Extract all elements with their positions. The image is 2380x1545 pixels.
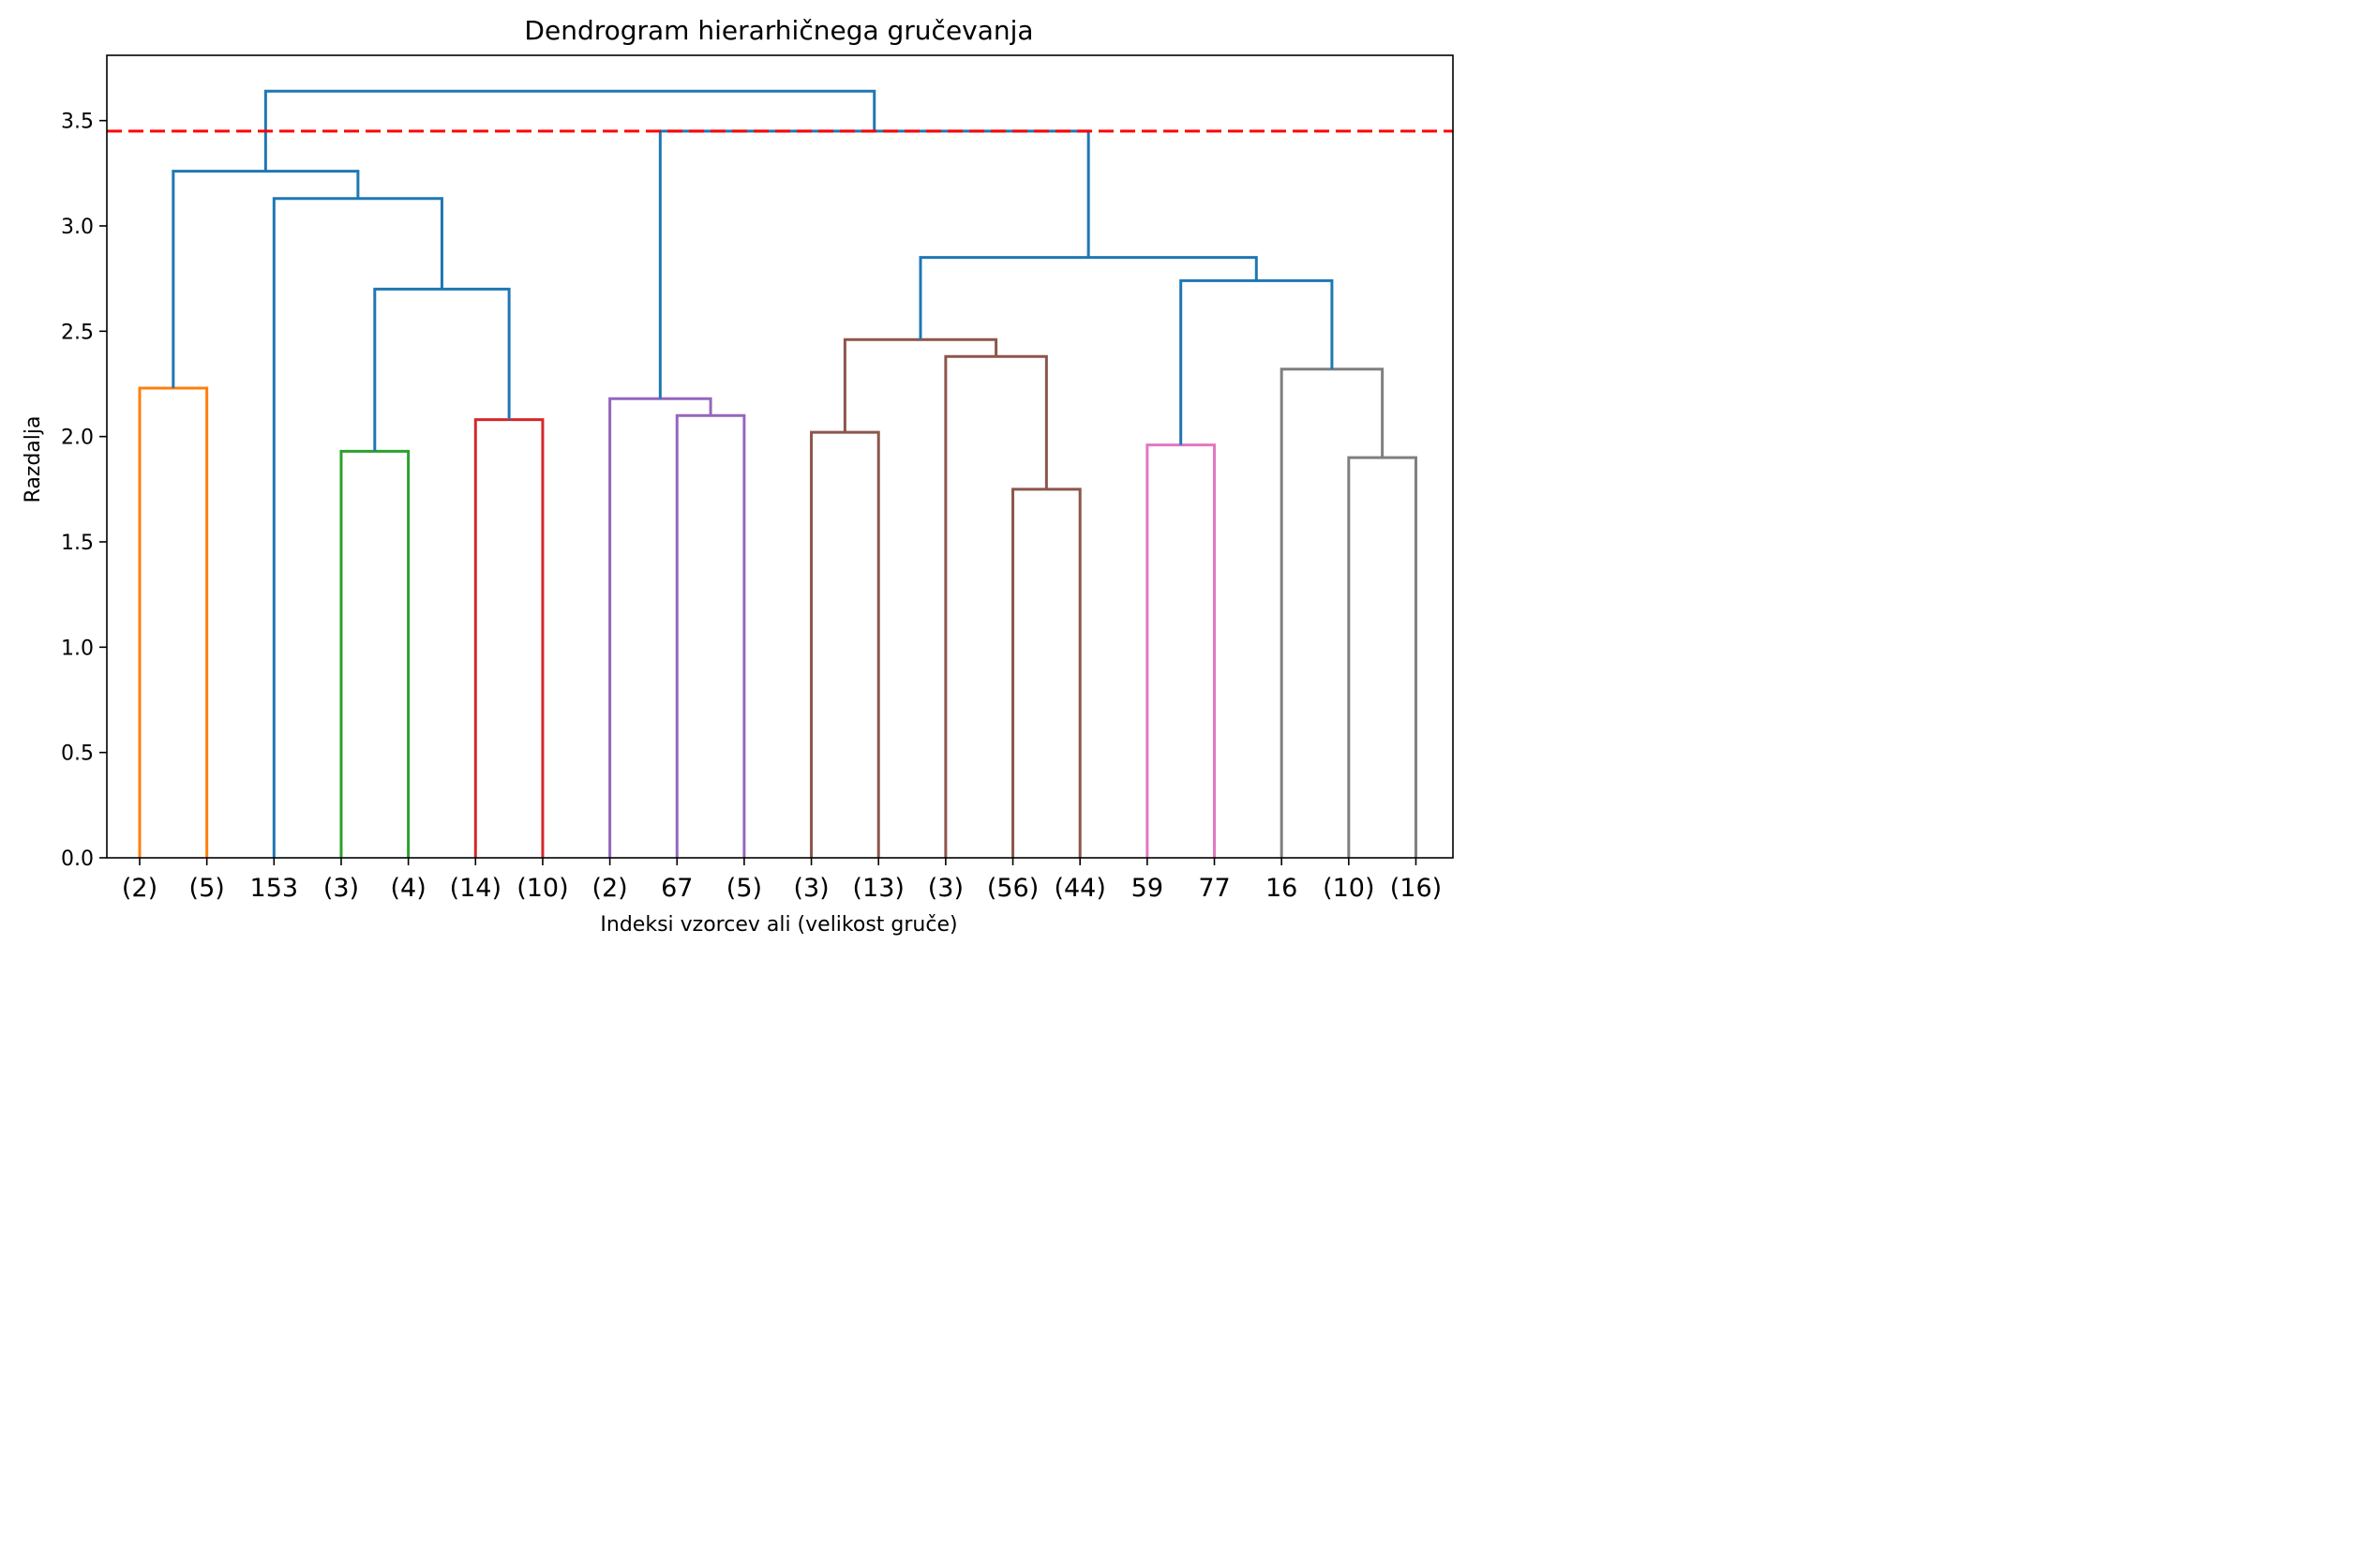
y-tick-label: 1.5 bbox=[61, 532, 94, 555]
leaf-label: (4) bbox=[391, 874, 427, 903]
leaf-label: 77 bbox=[1198, 874, 1230, 903]
dendrogram-link-f bbox=[810, 430, 880, 858]
chart-title: Dendrogram hierarhičnega gručevanja bbox=[524, 15, 1033, 46]
y-tick-label: 0.5 bbox=[61, 742, 94, 766]
leaf-label: (16) bbox=[1390, 874, 1442, 903]
leaf-label: (3) bbox=[323, 874, 359, 903]
dendrogram-link-m bbox=[373, 287, 511, 452]
y-tick-label: 1.0 bbox=[61, 637, 94, 660]
leaf-label: (56) bbox=[987, 874, 1039, 903]
leaf-label: (10) bbox=[1323, 874, 1374, 903]
leaf-label: (10) bbox=[516, 874, 568, 903]
y-tick-label: 2.0 bbox=[61, 427, 94, 450]
chart-background bbox=[0, 0, 1464, 951]
leaf-label: 16 bbox=[1265, 874, 1297, 903]
leaf-label: (2) bbox=[591, 874, 627, 903]
dendrogram-chart: Dendrogram hierarhičnega gručevanja 0.00… bbox=[0, 0, 1464, 951]
x-axis-label: Indeksi vzorcev ali (velikost gruče) bbox=[600, 913, 957, 937]
dendrogram-link-n bbox=[272, 197, 443, 858]
y-axis: 0.0 0.5 1.0 1.5 2.0 2.5 3.0 3.5 bbox=[61, 111, 107, 871]
dendrogram-link-a bbox=[138, 386, 209, 858]
leaf-label: 59 bbox=[1131, 874, 1163, 903]
x-axis: (2) (5) 153 (3) (4) (14) (10) (2) 67 (5) (3) (13) (3… bbox=[122, 858, 1442, 903]
dendrogram-link-o bbox=[172, 170, 360, 388]
leaf-label: (5) bbox=[189, 874, 225, 903]
dendrogram-link-p bbox=[1179, 278, 1334, 445]
y-tick-label: 3.0 bbox=[61, 216, 94, 239]
leaf-label: (3) bbox=[793, 874, 829, 903]
leaf-label: (3) bbox=[928, 874, 964, 903]
y-tick-label: 2.5 bbox=[61, 321, 94, 344]
dendrogram-link-h bbox=[944, 354, 1048, 858]
y-axis-label: Razdalja bbox=[22, 416, 45, 503]
y-tick-label: 3.5 bbox=[61, 111, 94, 134]
leaf-label: (5) bbox=[726, 874, 762, 903]
dendrogram-link-d bbox=[675, 413, 746, 858]
leaf-label: 67 bbox=[661, 874, 693, 903]
leaf-label: (2) bbox=[122, 874, 157, 903]
plot-frame bbox=[106, 54, 1454, 859]
leaf-label: (13) bbox=[853, 874, 905, 903]
leaf-label: (14) bbox=[450, 874, 501, 903]
y-tick-label: 0.0 bbox=[61, 848, 94, 871]
leaf-label: 153 bbox=[250, 874, 299, 903]
leaf-label: (44) bbox=[1054, 874, 1105, 903]
